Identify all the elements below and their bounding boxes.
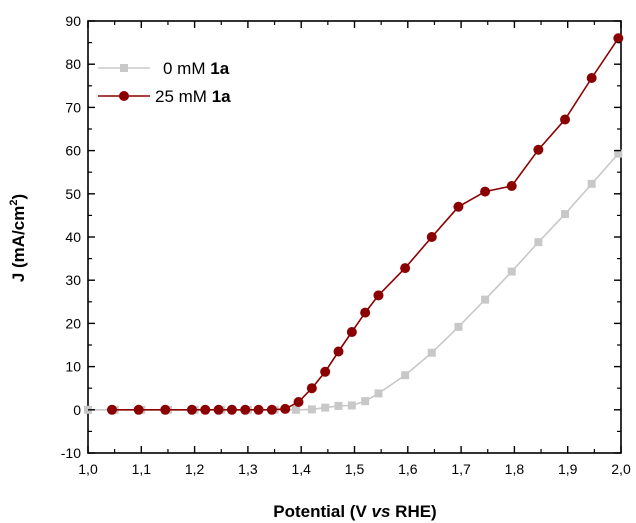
legend-marker-circle <box>119 91 129 101</box>
data-point-circle <box>586 73 597 84</box>
x-axis-title-pre: Potential (V <box>273 502 371 521</box>
data-point-circle <box>200 404 211 415</box>
data-point-square <box>361 397 370 406</box>
data-point-circle <box>533 144 544 155</box>
legend-label-bold: 1a <box>210 59 229 78</box>
plot-area <box>87 20 622 454</box>
legend-marker-square <box>120 64 128 72</box>
data-point-circle <box>426 232 437 242</box>
y-axis-title-main: J (mA/cm <box>9 206 28 283</box>
data-point-square <box>374 389 383 398</box>
data-point-circle <box>613 33 624 44</box>
data-point-circle <box>133 404 144 415</box>
x-tick-label: 2,0 <box>611 461 631 477</box>
y-tick-label: 80 <box>65 56 81 72</box>
data-point-square <box>534 238 543 247</box>
x-tick-label: 1,4 <box>291 461 311 477</box>
data-point-circle <box>213 404 224 415</box>
x-tick-label: 1,2 <box>185 461 205 477</box>
data-point-circle <box>280 403 291 414</box>
x-tick-label: 1,3 <box>238 461 258 477</box>
data-point-circle <box>333 346 344 357</box>
y-tick-label: 70 <box>65 99 81 115</box>
data-point-square <box>481 295 490 304</box>
data-point-circle <box>186 404 197 415</box>
y-tick-label: -10 <box>61 445 81 461</box>
data-point-square <box>401 371 410 380</box>
x-tick-label: 1,5 <box>345 461 365 477</box>
data-point-square <box>321 403 330 412</box>
x-tick-label: 1,7 <box>451 461 471 477</box>
data-point-circle <box>506 181 517 192</box>
data-point-square <box>291 405 300 414</box>
data-point-square <box>507 267 516 276</box>
legend-label-bold: 1a <box>212 87 231 106</box>
y-tick-label: 60 <box>65 143 81 159</box>
plot-frame <box>87 20 622 454</box>
x-tick-label: 1,1 <box>132 461 152 477</box>
data-point-circle <box>400 263 411 274</box>
legend-label-0: 0 mM 1a <box>163 59 230 78</box>
y-tick-label: 40 <box>65 229 81 245</box>
y-axis-title-close: ) <box>9 194 28 200</box>
data-point-circle <box>360 307 371 318</box>
data-point-circle <box>373 290 384 301</box>
data-point-circle <box>253 404 264 415</box>
series-layer <box>84 33 624 415</box>
y-tick-label: 0 <box>73 402 81 418</box>
legend-label-text: 0 mM <box>163 59 210 78</box>
data-point-circle <box>240 404 251 415</box>
y-axis-title: J (mA/cm2) <box>8 194 28 282</box>
data-point-circle <box>106 404 117 415</box>
axes: 1,0 1,1 1,2 1,3 1,4 1,5 1,6 1,7 1,8 1,9 2,0 -10 0 10 2… <box>61 13 631 477</box>
y-axis-title-sup: 2 <box>8 200 20 206</box>
legend-label-1: 25 mM 1a <box>155 87 231 106</box>
legend-label-text: 25 mM <box>155 87 212 106</box>
data-point-circle <box>293 397 304 408</box>
data-point-circle <box>160 404 171 415</box>
data-point-square <box>307 405 316 414</box>
data-point-circle <box>320 366 331 377</box>
data-point-square <box>561 210 570 219</box>
x-tick-label: 1,6 <box>398 461 418 477</box>
y-tick-label: 20 <box>65 315 81 331</box>
y-tick-label: 10 <box>65 359 81 375</box>
data-point-square <box>347 401 356 410</box>
data-point-square <box>614 149 623 158</box>
data-point-circle <box>226 404 237 415</box>
y-tick-label: 50 <box>65 186 81 202</box>
data-point-circle <box>306 383 317 394</box>
x-tick-label: 1,9 <box>558 461 578 477</box>
data-point-square <box>454 322 463 331</box>
data-point-circle <box>346 327 357 338</box>
x-tick-label: 1,0 <box>78 461 98 477</box>
data-point-circle <box>480 186 491 197</box>
x-axis-title-post: RHE) <box>390 502 436 521</box>
data-point-circle <box>266 404 277 415</box>
data-point-square <box>587 179 596 188</box>
x-axis-title: Potential (V vs RHE) <box>273 502 436 521</box>
data-point-square <box>427 348 436 357</box>
data-point-circle <box>453 201 464 212</box>
y-tick-label: 90 <box>65 13 81 29</box>
series-line-0 <box>88 153 619 411</box>
x-axis-title-italic: vs <box>372 502 391 521</box>
data-point-circle <box>560 114 571 125</box>
y-tick-label: 30 <box>65 272 81 288</box>
data-point-square <box>334 401 343 410</box>
x-tick-label: 1,8 <box>505 461 525 477</box>
